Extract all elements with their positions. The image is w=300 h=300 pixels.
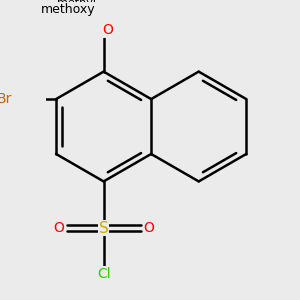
Text: methoxy: methoxy <box>40 3 95 16</box>
Text: O: O <box>144 221 154 235</box>
Text: Br: Br <box>0 92 12 106</box>
Text: O: O <box>53 221 64 235</box>
Text: methyl: methyl <box>57 0 96 8</box>
Text: Cl: Cl <box>97 267 110 281</box>
Text: O: O <box>102 23 113 38</box>
Text: S: S <box>99 220 109 236</box>
